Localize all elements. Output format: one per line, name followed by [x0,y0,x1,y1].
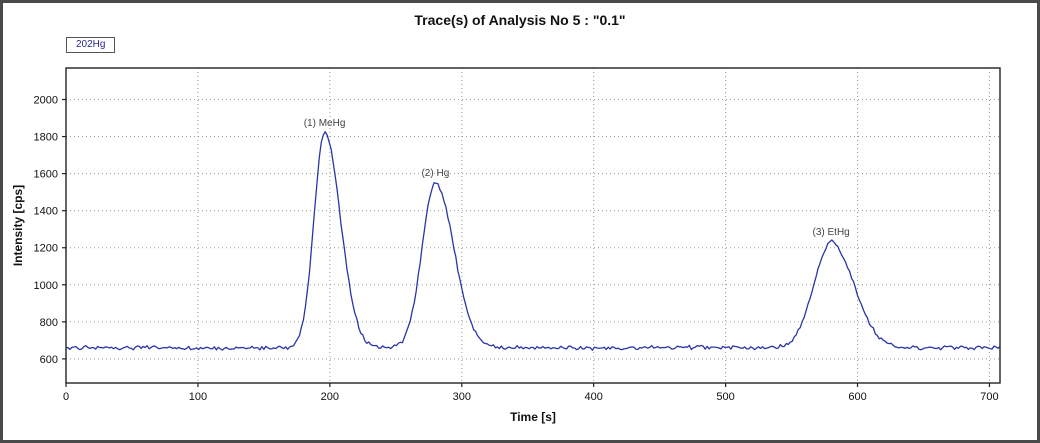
plot-svg: 0 100 200 300 400 500 600 700 600 800 1000 1200 1400… [11,67,1001,424]
svg-text:1000: 1000 [34,280,58,292]
svg-text:300: 300 [453,391,471,403]
svg-text:Intensity [cps]: Intensity [cps] [11,185,25,266]
svg-text:100: 100 [189,391,207,403]
svg-text:1400: 1400 [34,206,58,218]
chart-title: Trace(s) of Analysis No 5 : "0.1" [414,12,626,28]
svg-text:800: 800 [40,317,58,329]
svg-text:Time [s]: Time [s] [510,410,556,424]
svg-text:0: 0 [63,391,69,403]
svg-text:2000: 2000 [34,95,58,107]
svg-text:700: 700 [980,391,998,403]
svg-text:(2) Hg: (2) Hg [421,168,449,179]
svg-text:(3) EtHg: (3) EtHg [813,227,850,238]
svg-text:500: 500 [716,391,734,403]
legend-row: 202Hg [66,34,1032,54]
svg-text:(1) MeHg: (1) MeHg [304,118,346,129]
svg-text:400: 400 [585,391,603,403]
svg-text:1800: 1800 [34,132,58,144]
svg-text:600: 600 [848,391,866,403]
svg-text:200: 200 [321,391,339,403]
legend-box: 202Hg [66,37,116,53]
legend-label: 202Hg [76,39,106,50]
svg-text:1200: 1200 [34,243,58,255]
svg-text:600: 600 [40,354,58,366]
svg-text:1600: 1600 [34,169,58,181]
